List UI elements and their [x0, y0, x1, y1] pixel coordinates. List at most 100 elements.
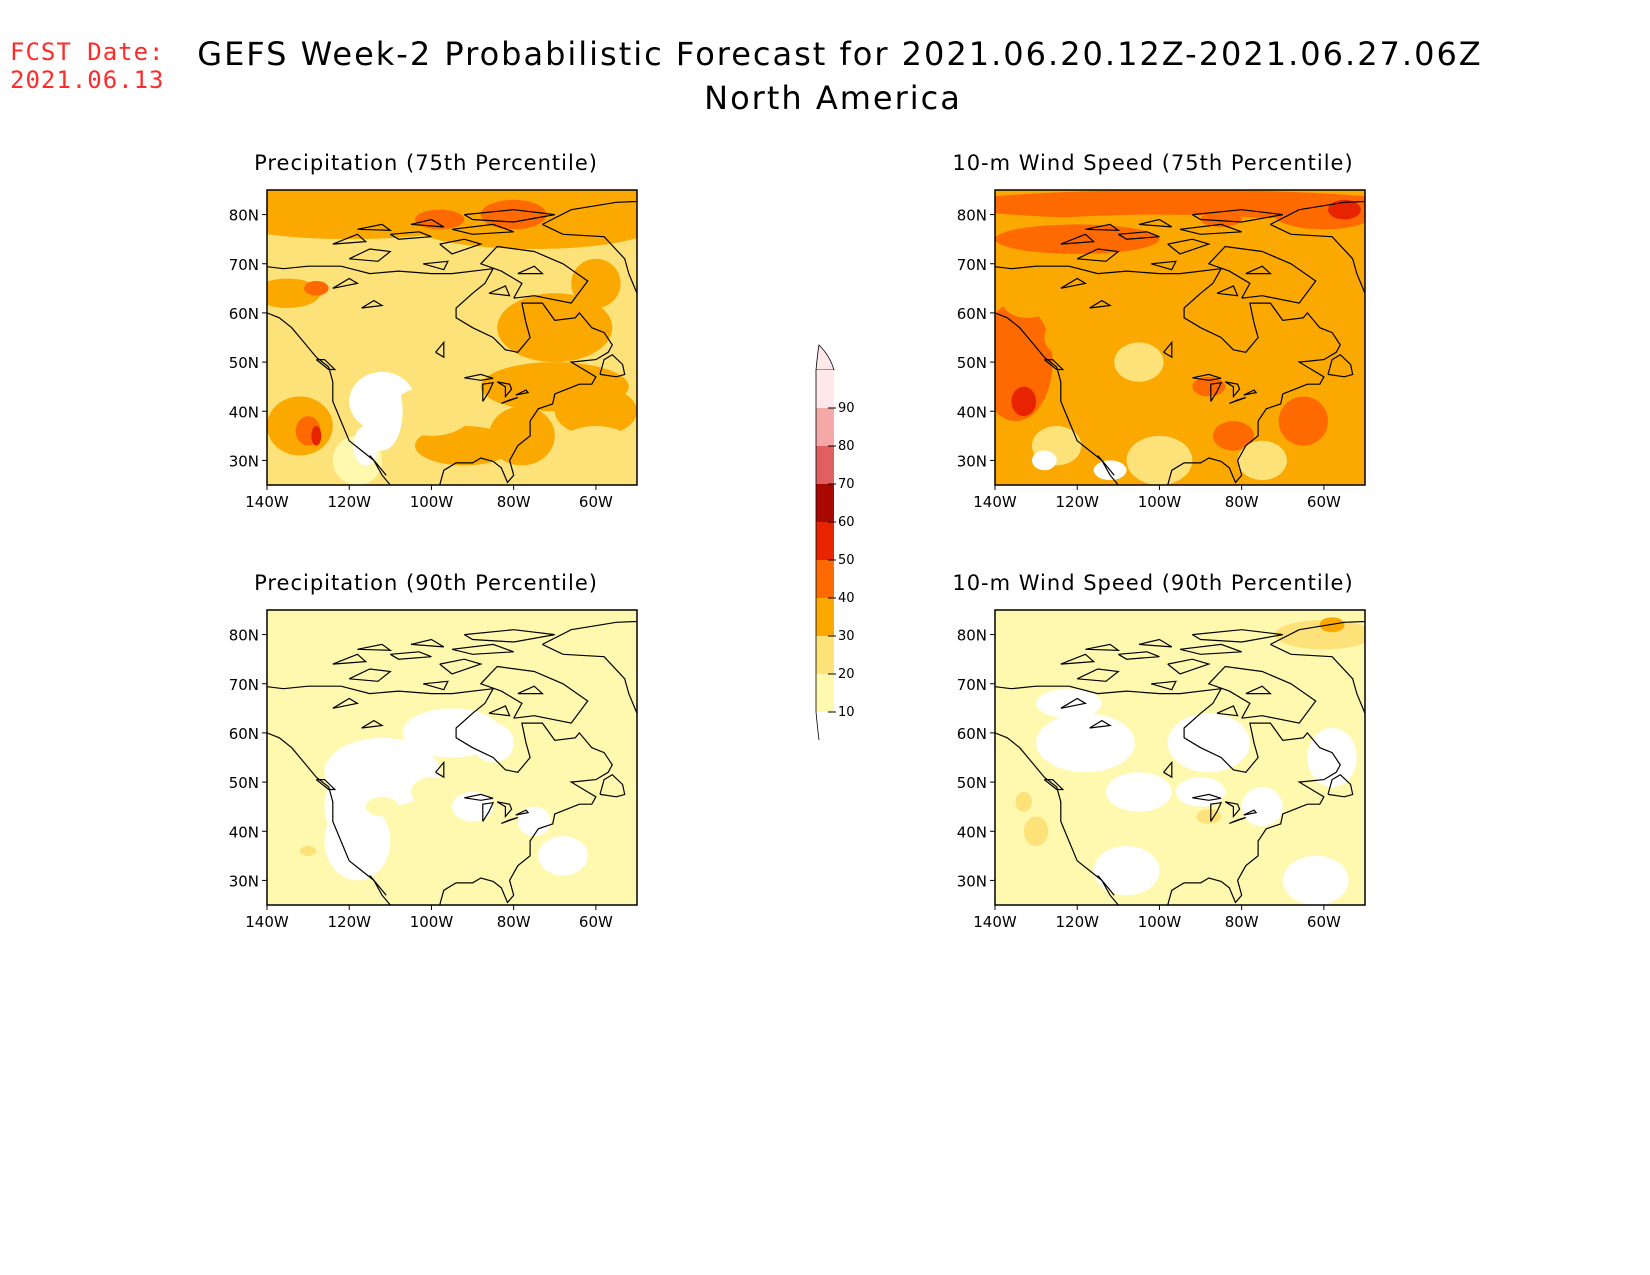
coastlines — [267, 200, 637, 485]
probability-contour-area — [1011, 386, 1037, 417]
map-panel-wind-90: 80N 70N 60N 50N 40N 30N 140W 120W 100W 80W 60W — [957, 609, 1366, 931]
colorbar-swatch — [816, 560, 834, 598]
lon-tick-label: 120W — [1055, 493, 1099, 511]
probability-contour-area — [1138, 308, 1222, 358]
lat-tick-label: 60N — [229, 725, 259, 743]
lat-tick-label: 50N — [229, 774, 259, 792]
probability-contour-area — [402, 816, 502, 896]
colorbar-swatch — [816, 484, 834, 522]
lat-tick-label: 40N — [957, 403, 987, 421]
lon-tick-label: 100W — [410, 913, 454, 931]
colorbar-level-label: 20 — [838, 667, 855, 682]
lat-tick-label: 70N — [957, 256, 987, 274]
map-panel-precip-90: 80N 70N 60N 50N 40N 30N 140W 120W 100W 80W 60W — [229, 609, 638, 931]
title-line-1: GEFS Week-2 Probabilistic Forecast for 2… — [197, 35, 1483, 73]
probability-contour-area — [497, 860, 547, 901]
title-line-2: North America — [704, 79, 962, 117]
lat-tick-label: 50N — [957, 774, 987, 792]
coastlines — [995, 200, 1365, 485]
map-frame — [994, 609, 1366, 906]
fcst-date-value: 2021.06.13 — [10, 66, 165, 94]
colorbar-swatch — [816, 636, 834, 674]
lat-tick-label: 40N — [957, 823, 987, 841]
fcst-date-caption: FCST Date: — [10, 38, 165, 66]
panel-title-wind-90: 10-m Wind Speed (90th Percentile) — [952, 571, 1354, 595]
lon-tick-label: 80W — [1225, 913, 1259, 931]
colorbar-level-label: 90 — [838, 401, 855, 416]
probability-contour-area — [311, 426, 322, 446]
probability-contour-area — [579, 683, 629, 763]
lon-tick-label: 80W — [1225, 493, 1259, 511]
lat-tick-label: 30N — [229, 452, 259, 470]
probability-contour-area — [995, 190, 1365, 220]
map-shading — [267, 190, 637, 485]
map-frame — [266, 189, 638, 486]
colorbar-swatch — [816, 674, 834, 712]
panel-title-precip-75: Precipitation (75th Percentile) — [254, 151, 598, 175]
lon-tick-label: 120W — [1055, 913, 1099, 931]
lat-tick-label: 30N — [229, 872, 259, 890]
probability-contour-area — [1052, 801, 1102, 861]
lat-tick-label: 50N — [957, 354, 987, 372]
lat-tick-label: 60N — [957, 725, 987, 743]
colorbar-level-label: 50 — [838, 553, 855, 568]
map-frame — [994, 189, 1366, 486]
colorbar-level-label: 80 — [838, 439, 855, 454]
lon-tick-label: 140W — [973, 493, 1017, 511]
colorbar-swatch — [816, 522, 834, 560]
lat-tick-label: 70N — [957, 676, 987, 694]
probability-contour-area — [554, 386, 637, 436]
lat-tick-label: 70N — [229, 256, 259, 274]
probability-contour-area — [554, 426, 637, 476]
probability-contour-area — [1044, 317, 1094, 358]
probability-contour-area — [1114, 342, 1164, 382]
colorbar-level-label: 10 — [838, 705, 855, 720]
lon-tick-label: 140W — [973, 913, 1017, 931]
panel-title-precip-90: Precipitation (90th Percentile) — [254, 571, 598, 595]
colorbar-level-label: 60 — [838, 515, 855, 530]
map-shading — [995, 610, 1365, 905]
probability-contour-area — [489, 406, 555, 466]
probability-contour-area — [472, 732, 637, 851]
probability-contour-area — [1200, 212, 1242, 227]
colorbar-level-label: 70 — [838, 477, 855, 492]
map-frame — [266, 609, 638, 906]
probability-contour-area — [1286, 273, 1337, 333]
probability-contour-area — [1003, 288, 1053, 318]
lon-tick-label: 100W — [410, 493, 454, 511]
probability-contour-area — [995, 747, 1049, 866]
colorbar-level-label: 40 — [838, 591, 855, 606]
probability-contour-area — [304, 280, 329, 296]
probability-contour-area — [1126, 435, 1193, 485]
lat-tick-label: 60N — [229, 305, 259, 323]
lon-tick-label: 100W — [1138, 913, 1182, 931]
lon-tick-label: 140W — [245, 913, 289, 931]
lon-tick-label: 60W — [579, 913, 613, 931]
lat-tick-label: 80N — [229, 627, 259, 645]
lat-tick-label: 60N — [957, 305, 987, 323]
probability-contour-area — [1077, 639, 1242, 679]
coastlines — [995, 620, 1365, 905]
probability-contour-area — [1278, 396, 1328, 446]
lat-tick-label: 70N — [229, 676, 259, 694]
probability-contour-area — [480, 199, 547, 230]
lat-tick-label: 80N — [957, 627, 987, 645]
probability-contour-area — [995, 224, 1160, 254]
lon-tick-label: 140W — [245, 493, 289, 511]
lat-tick-label: 40N — [229, 823, 259, 841]
lat-tick-label: 40N — [229, 403, 259, 421]
probability-contour-area — [1328, 199, 1361, 220]
map-panel-precip-75: 80N 70N 60N 50N 40N 30N 140W 120W 100W 80W 60W — [229, 189, 638, 511]
lon-tick-label: 120W — [327, 913, 371, 931]
lon-tick-label: 60W — [1307, 913, 1341, 931]
forecast-date-label: FCST Date: 2021.06.13 — [10, 38, 165, 94]
map-shading — [995, 190, 1365, 485]
probability-contour-area — [390, 386, 473, 436]
lat-tick-label: 50N — [229, 354, 259, 372]
colorbar-swatch — [816, 598, 834, 636]
probability-contour-area — [267, 821, 321, 891]
lon-tick-label: 120W — [327, 493, 371, 511]
probability-contour-area — [415, 209, 465, 230]
probability-contour-area — [1274, 801, 1357, 881]
panel-title-wind-75: 10-m Wind Speed (75th Percentile) — [952, 151, 1354, 175]
